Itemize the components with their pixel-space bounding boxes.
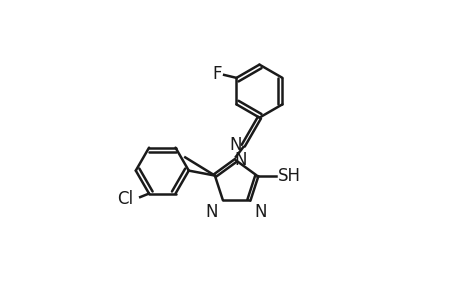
Text: N: N (205, 203, 217, 221)
Text: N: N (229, 136, 241, 154)
Text: Cl: Cl (118, 190, 134, 208)
Text: F: F (212, 65, 221, 83)
Text: N: N (254, 203, 266, 221)
Text: SH: SH (277, 167, 300, 184)
Text: N: N (234, 151, 246, 169)
